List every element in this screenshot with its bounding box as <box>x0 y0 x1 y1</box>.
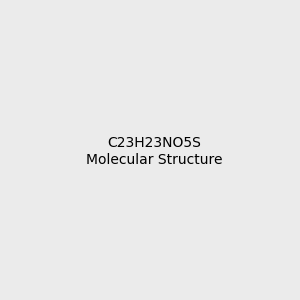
Text: C23H23NO5S
Molecular Structure: C23H23NO5S Molecular Structure <box>85 136 222 166</box>
